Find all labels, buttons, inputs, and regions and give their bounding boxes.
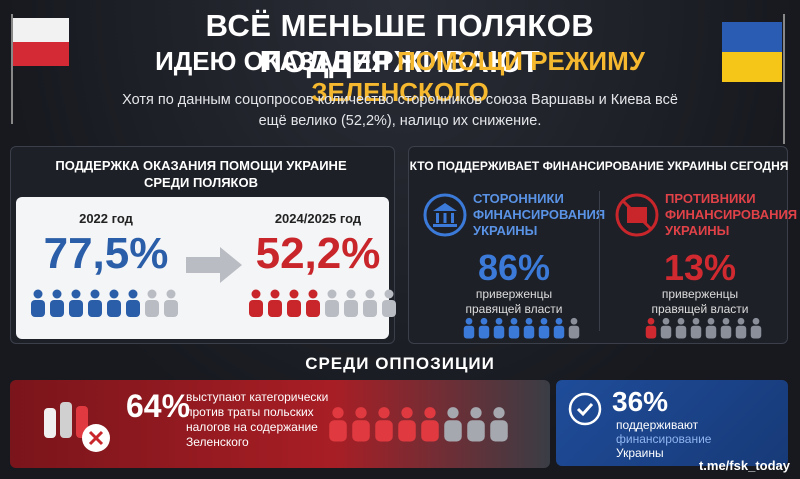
subtitle: Хотя по данным соцопросов количество сто… (122, 92, 678, 129)
person-icon (735, 317, 747, 339)
person-icon (352, 407, 370, 442)
person-icon (675, 317, 687, 339)
bank-icon (423, 193, 467, 237)
hands-icon (44, 402, 110, 452)
note: приверженцы правящей власти (651, 287, 749, 316)
line: Украины (616, 446, 664, 460)
section-title: СРЕДИ ОППОЗИЦИИ (305, 354, 495, 373)
title-highlight: ПОМОЩИ РЕЖИМУ ЗЕЛЕНСКОГО (311, 46, 645, 107)
person-icon (398, 407, 416, 442)
person-icon (421, 407, 439, 442)
title: ИДЕЮ ОКАЗАНИЯ ПОМОЩИ РЕЖИМУ ЗЕЛЕНСКОГО (90, 46, 710, 108)
panel-title: ПОДДЕРЖКА ОКАЗАНИЯ ПОМОЩИ УКРАИНЕ СРЕДИ … (55, 158, 347, 190)
person-icon (660, 317, 672, 339)
text: поддерживают финансирование Украины (616, 418, 711, 460)
no-money-icon (615, 193, 659, 237)
divider (599, 191, 600, 331)
line: финансирование (616, 432, 712, 446)
person-icon (375, 407, 393, 442)
person-icon (444, 407, 462, 442)
value: 36% (612, 386, 669, 417)
against-panel: 64% выступают категорически против траты… (10, 380, 550, 468)
title: ВСЁ МЕНЬШЕ ПОЛЯКОВ ПОДДЕРЖИВАЮТ (205, 8, 595, 79)
person-icon (690, 317, 702, 339)
person-icon (31, 289, 45, 317)
panel-title: КТО ПОДДЕРЖИВАЕТ ФИНАНСИРОВАНИЕ УКРАИНЫ … (409, 159, 789, 173)
person-icon (382, 289, 396, 317)
arrow (186, 247, 242, 283)
value: 13% (663, 247, 737, 288)
title-part: ИДЕЮ ОКАЗАНИЯ (155, 46, 390, 76)
person-icon (553, 317, 565, 339)
today-panel: КТО ПОДДЕРЖИВАЕТ ФИНАНСИРОВАНИЕ УКРАИНЫ … (408, 146, 798, 344)
person-icon (50, 289, 64, 317)
person-icon (750, 317, 762, 339)
person-icon (88, 289, 102, 317)
person-icon (490, 407, 508, 442)
person-icon (344, 289, 358, 317)
person-icon (325, 289, 339, 317)
person-icon (645, 317, 657, 339)
person-icon (145, 289, 159, 317)
label: СТОРОННИКИ ФИНАНСИРОВАНИЯ УКРАИНЫ (473, 191, 606, 238)
line: поддерживают (616, 418, 699, 432)
check-icon (568, 392, 602, 426)
year: 2022 год (79, 211, 133, 226)
poland-flag (11, 14, 69, 124)
person-icon (508, 317, 520, 339)
person-icon (126, 289, 140, 317)
person-icon (463, 317, 475, 339)
note: приверженцы правящей власти (465, 287, 563, 316)
person-icon (164, 289, 178, 317)
person-icon (523, 317, 535, 339)
person-icon (363, 289, 377, 317)
for-panel: 36% поддерживают финансирование Украины (556, 380, 788, 466)
value: 64% (126, 388, 191, 424)
people-icons (645, 317, 762, 339)
value: 77,5% (43, 229, 169, 278)
person-icon (329, 407, 347, 442)
value: 52,2% (255, 229, 381, 278)
support-panel: ПОДДЕРЖКА ОКАЗАНИЯ ПОМОЩИ УКРАИНЕ СРЕДИ … (10, 146, 396, 344)
source: t.me/fsk_today (698, 458, 790, 473)
people-icons (30, 289, 179, 317)
label: ПРОТИВНИКИ ФИНАНСИРОВАНИЯ УКРАИНЫ (665, 191, 798, 238)
person-icon (478, 317, 490, 339)
person-icon (69, 289, 83, 317)
person-icon (705, 317, 717, 339)
person-icon (268, 289, 282, 317)
person-icon (568, 317, 580, 339)
person-icon (287, 289, 301, 317)
person-icon (249, 289, 263, 317)
person-icon (538, 317, 550, 339)
people-icons (248, 289, 397, 317)
person-icon (467, 407, 485, 442)
person-icon (107, 289, 121, 317)
people-icons (328, 406, 509, 442)
support-card: 2022 год 77,5% 2024/2025 год 52,2% (16, 197, 396, 339)
person-icon (306, 289, 320, 317)
person-icon (493, 317, 505, 339)
person-icon (720, 317, 732, 339)
value: 86% (477, 247, 551, 288)
ukraine-flag (722, 14, 785, 144)
people-icons (463, 317, 580, 339)
year: 2024/2025 год (274, 211, 362, 226)
text: выступают категорически против траты пол… (186, 390, 329, 449)
